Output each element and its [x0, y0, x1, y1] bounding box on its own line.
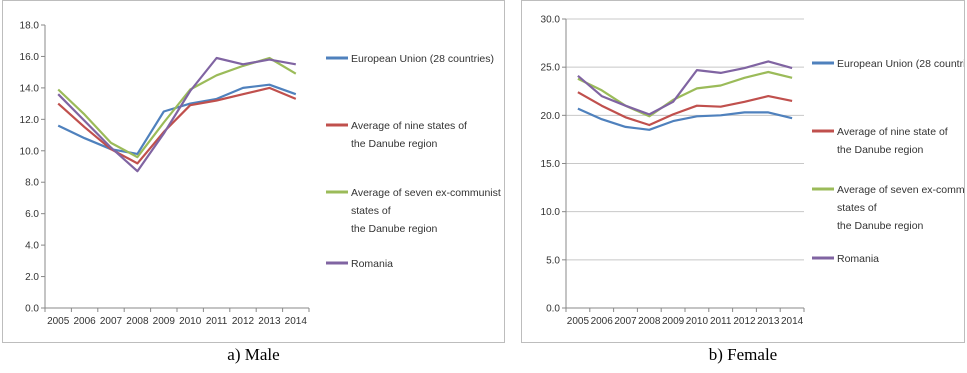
- female-x-tick-label: 2005: [567, 316, 590, 327]
- female-legend-label-3: states of: [837, 202, 877, 214]
- male-x-tick-label: 2006: [73, 316, 96, 327]
- male-x-tick-label: 2013: [258, 316, 281, 327]
- female-legend-label-4: Romania: [837, 253, 879, 265]
- male-x-tick-label: 2010: [179, 316, 202, 327]
- male-x-tick-label: 2009: [153, 316, 176, 327]
- male-legend-label-4: Romania: [351, 258, 393, 270]
- male-y-tick-label: 2.0: [25, 272, 39, 283]
- male-legend-label-3: states of: [351, 205, 391, 217]
- male-legend-label-1: European Union (28 countries): [351, 53, 494, 65]
- female-y-tick-label: 10.0: [541, 207, 561, 218]
- female-x-tick-label: 2009: [662, 316, 685, 327]
- female-series-line-4: [577, 60, 793, 116]
- female-x-tick-label: 2010: [686, 316, 709, 327]
- male-series-line-4: [57, 56, 296, 173]
- female-y-tick-label: 15.0: [541, 159, 561, 170]
- male-y-tick-label: 16.0: [20, 52, 40, 63]
- male-x-tick-label: 2005: [47, 316, 70, 327]
- male-legend-label-3: the Danube region: [351, 223, 438, 235]
- female-y-tick-label: 5.0: [546, 255, 560, 266]
- male-y-tick-label: 6.0: [25, 209, 39, 220]
- male-legend-label-2: Average of nine states of: [351, 120, 467, 132]
- male-legend-label-2: the Danube region: [351, 138, 438, 150]
- female-series-line-2: [577, 91, 793, 127]
- male-y-tick-label: 12.0: [20, 115, 40, 126]
- female-legend-label-2: Average of nine state of: [837, 126, 948, 138]
- female-legend-label-1: European Union (28 countries): [837, 58, 964, 70]
- female-x-tick-label: 2014: [781, 316, 804, 327]
- male-y-tick-label: 8.0: [25, 178, 39, 189]
- male-y-tick-label: 0.0: [25, 304, 39, 315]
- female-x-tick-label: 2008: [638, 316, 661, 327]
- male-x-tick-label: 2012: [232, 316, 255, 327]
- female-y-tick-label: 0.0: [546, 304, 560, 315]
- female-y-tick-label: 20.0: [541, 111, 561, 122]
- female-x-tick-label: 2006: [591, 316, 614, 327]
- female-x-tick-label: 2012: [733, 316, 756, 327]
- chart-female-caption: b) Female: [708, 345, 778, 364]
- female-x-tick-label: 2011: [710, 316, 732, 327]
- female-legend-label-2: the Danube region: [837, 144, 924, 156]
- female-y-tick-label: 30.0: [541, 15, 561, 26]
- male-y-tick-label: 4.0: [25, 241, 39, 252]
- chart-male-panel: 0.0 2.0 4.0 6.0 8.0 10.0 12.0 14.0 16.0 18.0 2005 2…: [2, 0, 505, 343]
- male-y-tick-label: 10.0: [20, 146, 40, 157]
- female-x-tick-label: 2007: [614, 316, 637, 327]
- chart-male-caption: a) Male: [227, 345, 280, 364]
- chart-female-panel: 0.0 5.0 10.0 15.0 20.0 25.0 30.0 2005 2006 2007 20…: [521, 0, 965, 343]
- male-x-tick-label: 2011: [206, 316, 228, 327]
- female-legend-label-3: Average of seven ex-communist: [837, 184, 964, 196]
- female-legend-label-3: the Danube region: [837, 220, 924, 232]
- female-y-tick-label: 25.0: [541, 63, 561, 74]
- male-y-tick-label: 14.0: [20, 83, 40, 94]
- male-series-line-2: [57, 86, 297, 165]
- female-x-tick-label: 2013: [757, 316, 780, 327]
- female-series-line-3: [577, 70, 793, 118]
- male-x-tick-label: 2014: [285, 316, 308, 327]
- male-y-tick-label: 18.0: [20, 21, 40, 32]
- male-x-tick-label: 2007: [100, 316, 123, 327]
- male-legend-label-3: Average of seven ex-communist: [351, 187, 501, 199]
- female-series-line-1: [577, 107, 793, 131]
- male-x-tick-label: 2008: [126, 316, 149, 327]
